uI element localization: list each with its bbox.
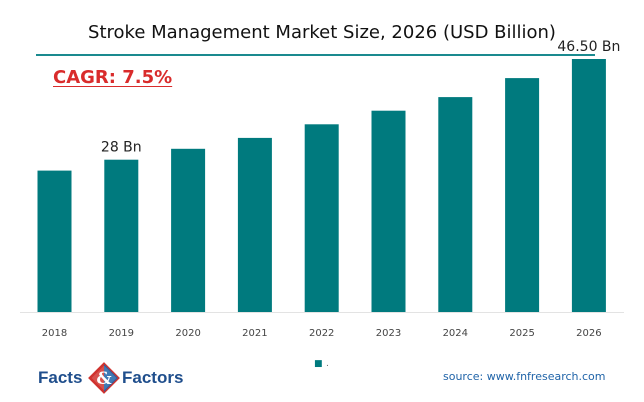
x-tick-label-2019: 2019	[109, 328, 134, 339]
logo-word-factors: Factors	[122, 368, 184, 387]
bar-2023	[371, 110, 406, 312]
x-tick-label-2024: 2024	[443, 328, 468, 339]
bar-2021	[237, 137, 272, 312]
x-tick-label-2018: 2018	[42, 328, 67, 339]
source-credit: source: www.fnfresearch.com	[443, 370, 606, 383]
logo-word-facts: Facts	[38, 368, 83, 387]
data-label-2026: 46.50 Bn	[557, 39, 620, 55]
x-tick-label-2025: 2025	[509, 328, 534, 339]
legend-marker: ■	[314, 359, 323, 369]
x-tick-label-2022: 2022	[309, 328, 334, 339]
bar-2020	[171, 148, 206, 312]
bar-2025	[505, 78, 540, 312]
data-label-2019: 28 Bn	[101, 140, 142, 156]
bar-2024	[438, 97, 473, 312]
cagr-annotation: CAGR: 7.5%	[53, 67, 173, 88]
x-tick-label-2021: 2021	[242, 328, 267, 339]
title-underline	[36, 54, 595, 56]
chart-title: Stroke Management Market Size, 2026 (USD…	[88, 22, 556, 43]
x-tick-label-2020: 2020	[175, 328, 200, 339]
logo-ampersand: &	[96, 369, 112, 389]
bar-2022	[304, 124, 339, 312]
bar-2019	[104, 159, 139, 312]
ampersand-diamond-icon: &	[88, 362, 120, 394]
legend-label: .	[326, 359, 329, 369]
x-tick-label-2026: 2026	[576, 328, 601, 339]
bar-2026	[571, 59, 606, 312]
x-tick-label-2023: 2023	[376, 328, 401, 339]
bar-2018	[37, 170, 72, 312]
